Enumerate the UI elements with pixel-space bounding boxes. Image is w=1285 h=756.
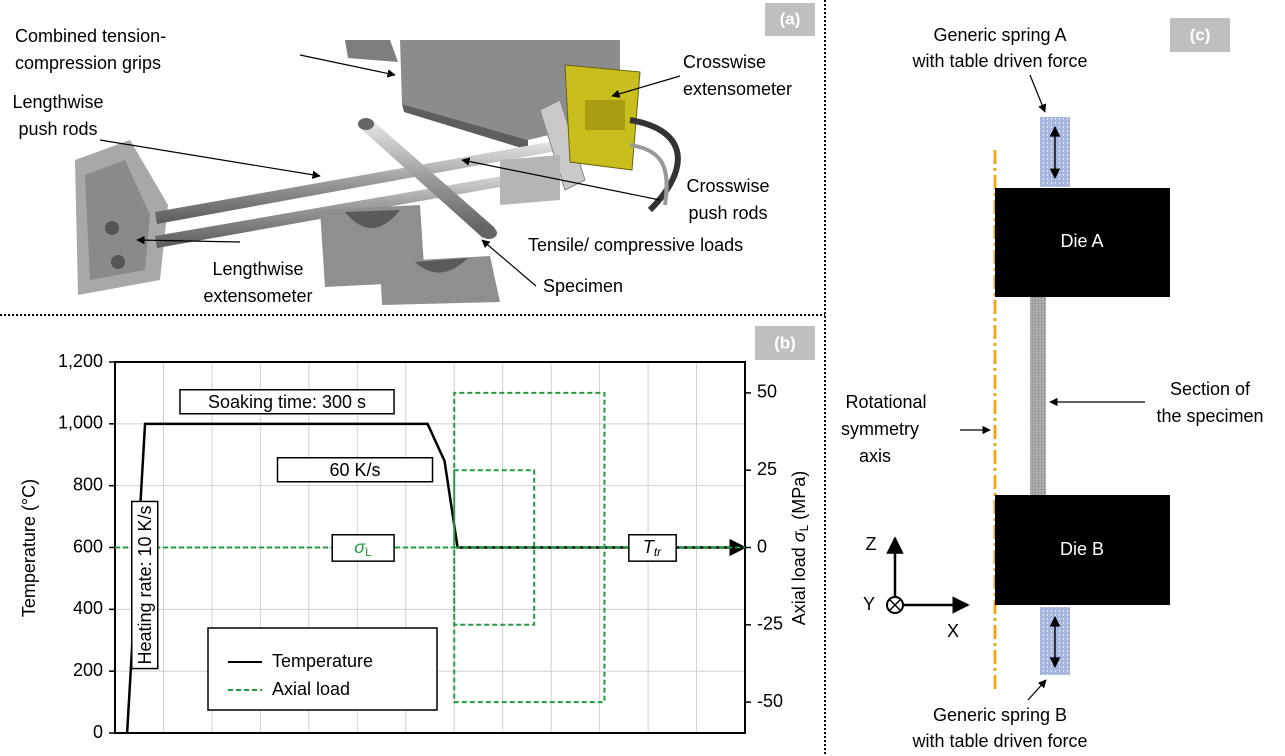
simulation-model [887,75,1170,700]
y2-axis-title: Axial loadσL(MPa) [789,471,811,626]
die-label: Die A [1060,231,1103,251]
callout-label: Crosswise [686,176,769,196]
annotation: 60 K/s [329,460,380,480]
axis-label: axis [859,446,891,466]
y2-tick-label: -50 [757,691,783,711]
coord-label: X [947,621,959,641]
y-tick-label: 0 [93,722,103,742]
leader [1030,75,1045,112]
y2-axis-title-text: Axial load [789,547,809,625]
annotation: Soaking time: 300 s [208,392,366,412]
callout-label: extensometer [203,286,312,306]
y2-axis-title-unit: (MPa) [789,471,809,520]
axis-label: symmetry [841,419,919,439]
die-label: Die B [1060,539,1104,559]
spring-label: with table driven force [911,731,1087,751]
y-tick-label: 800 [73,474,103,494]
legend-label: Temperature [272,651,373,671]
y-tick-label: 1,200 [58,351,103,371]
callout-label: Crosswise [683,52,766,72]
callout-label: extensometer [683,79,792,99]
spring-label: with table driven force [911,51,1087,71]
axis-label: Rotational [845,392,926,412]
panel-tag: (a) [780,9,801,28]
annotation: Heating rate: 10 K/s [135,505,155,664]
figure: (a) 0 200 400 600 800 1,000 1,200 -50 -25 0 25 50 So… [0,0,1285,756]
y2-axis-title-sub: L [797,524,811,531]
panel-tag: (b) [774,333,796,352]
coord-label: Z [866,534,877,554]
y2-tick-label: -25 [757,614,783,634]
spring-label: Generic spring B [933,705,1067,725]
section-label: the specimen [1156,406,1263,426]
legend-label: Axial load [272,679,350,699]
chart: 0 200 400 600 800 1,000 1,200 -50 -25 0 25 50 Soakin… [58,351,783,742]
y-tick-label: 1,000 [58,413,103,433]
y2-tick-label: 0 [757,536,767,556]
y2-tick-label: 50 [757,382,777,402]
callout-label: Specimen [543,276,623,296]
callout-label: Tensile/ compressive loads [528,235,743,255]
y-tick-label: 200 [73,660,103,680]
callout-label: Combined tension- [15,26,166,46]
callout-label: Lengthwise [212,259,303,279]
specimen [1030,297,1046,495]
callout-label: push rods [688,203,767,223]
y-axis-title: Temperature (°C) [19,479,39,617]
y2-tick-label: 25 [757,459,777,479]
y-tick-label: 600 [73,536,103,556]
callout-label: push rods [18,119,97,139]
leader [1028,680,1046,700]
panel-tag: (c) [1190,25,1211,44]
spring-label: Generic spring A [933,25,1066,45]
section-label: Section of [1170,379,1251,399]
callout-label: Lengthwise [12,92,103,112]
transition-label-sub: tr [654,545,662,559]
y-tick-label: 400 [73,598,103,618]
coord-label: Y [863,594,875,614]
sigma-label-sub: L [365,545,372,559]
apparatus-render [75,40,678,305]
callout-label: compression grips [15,53,161,73]
